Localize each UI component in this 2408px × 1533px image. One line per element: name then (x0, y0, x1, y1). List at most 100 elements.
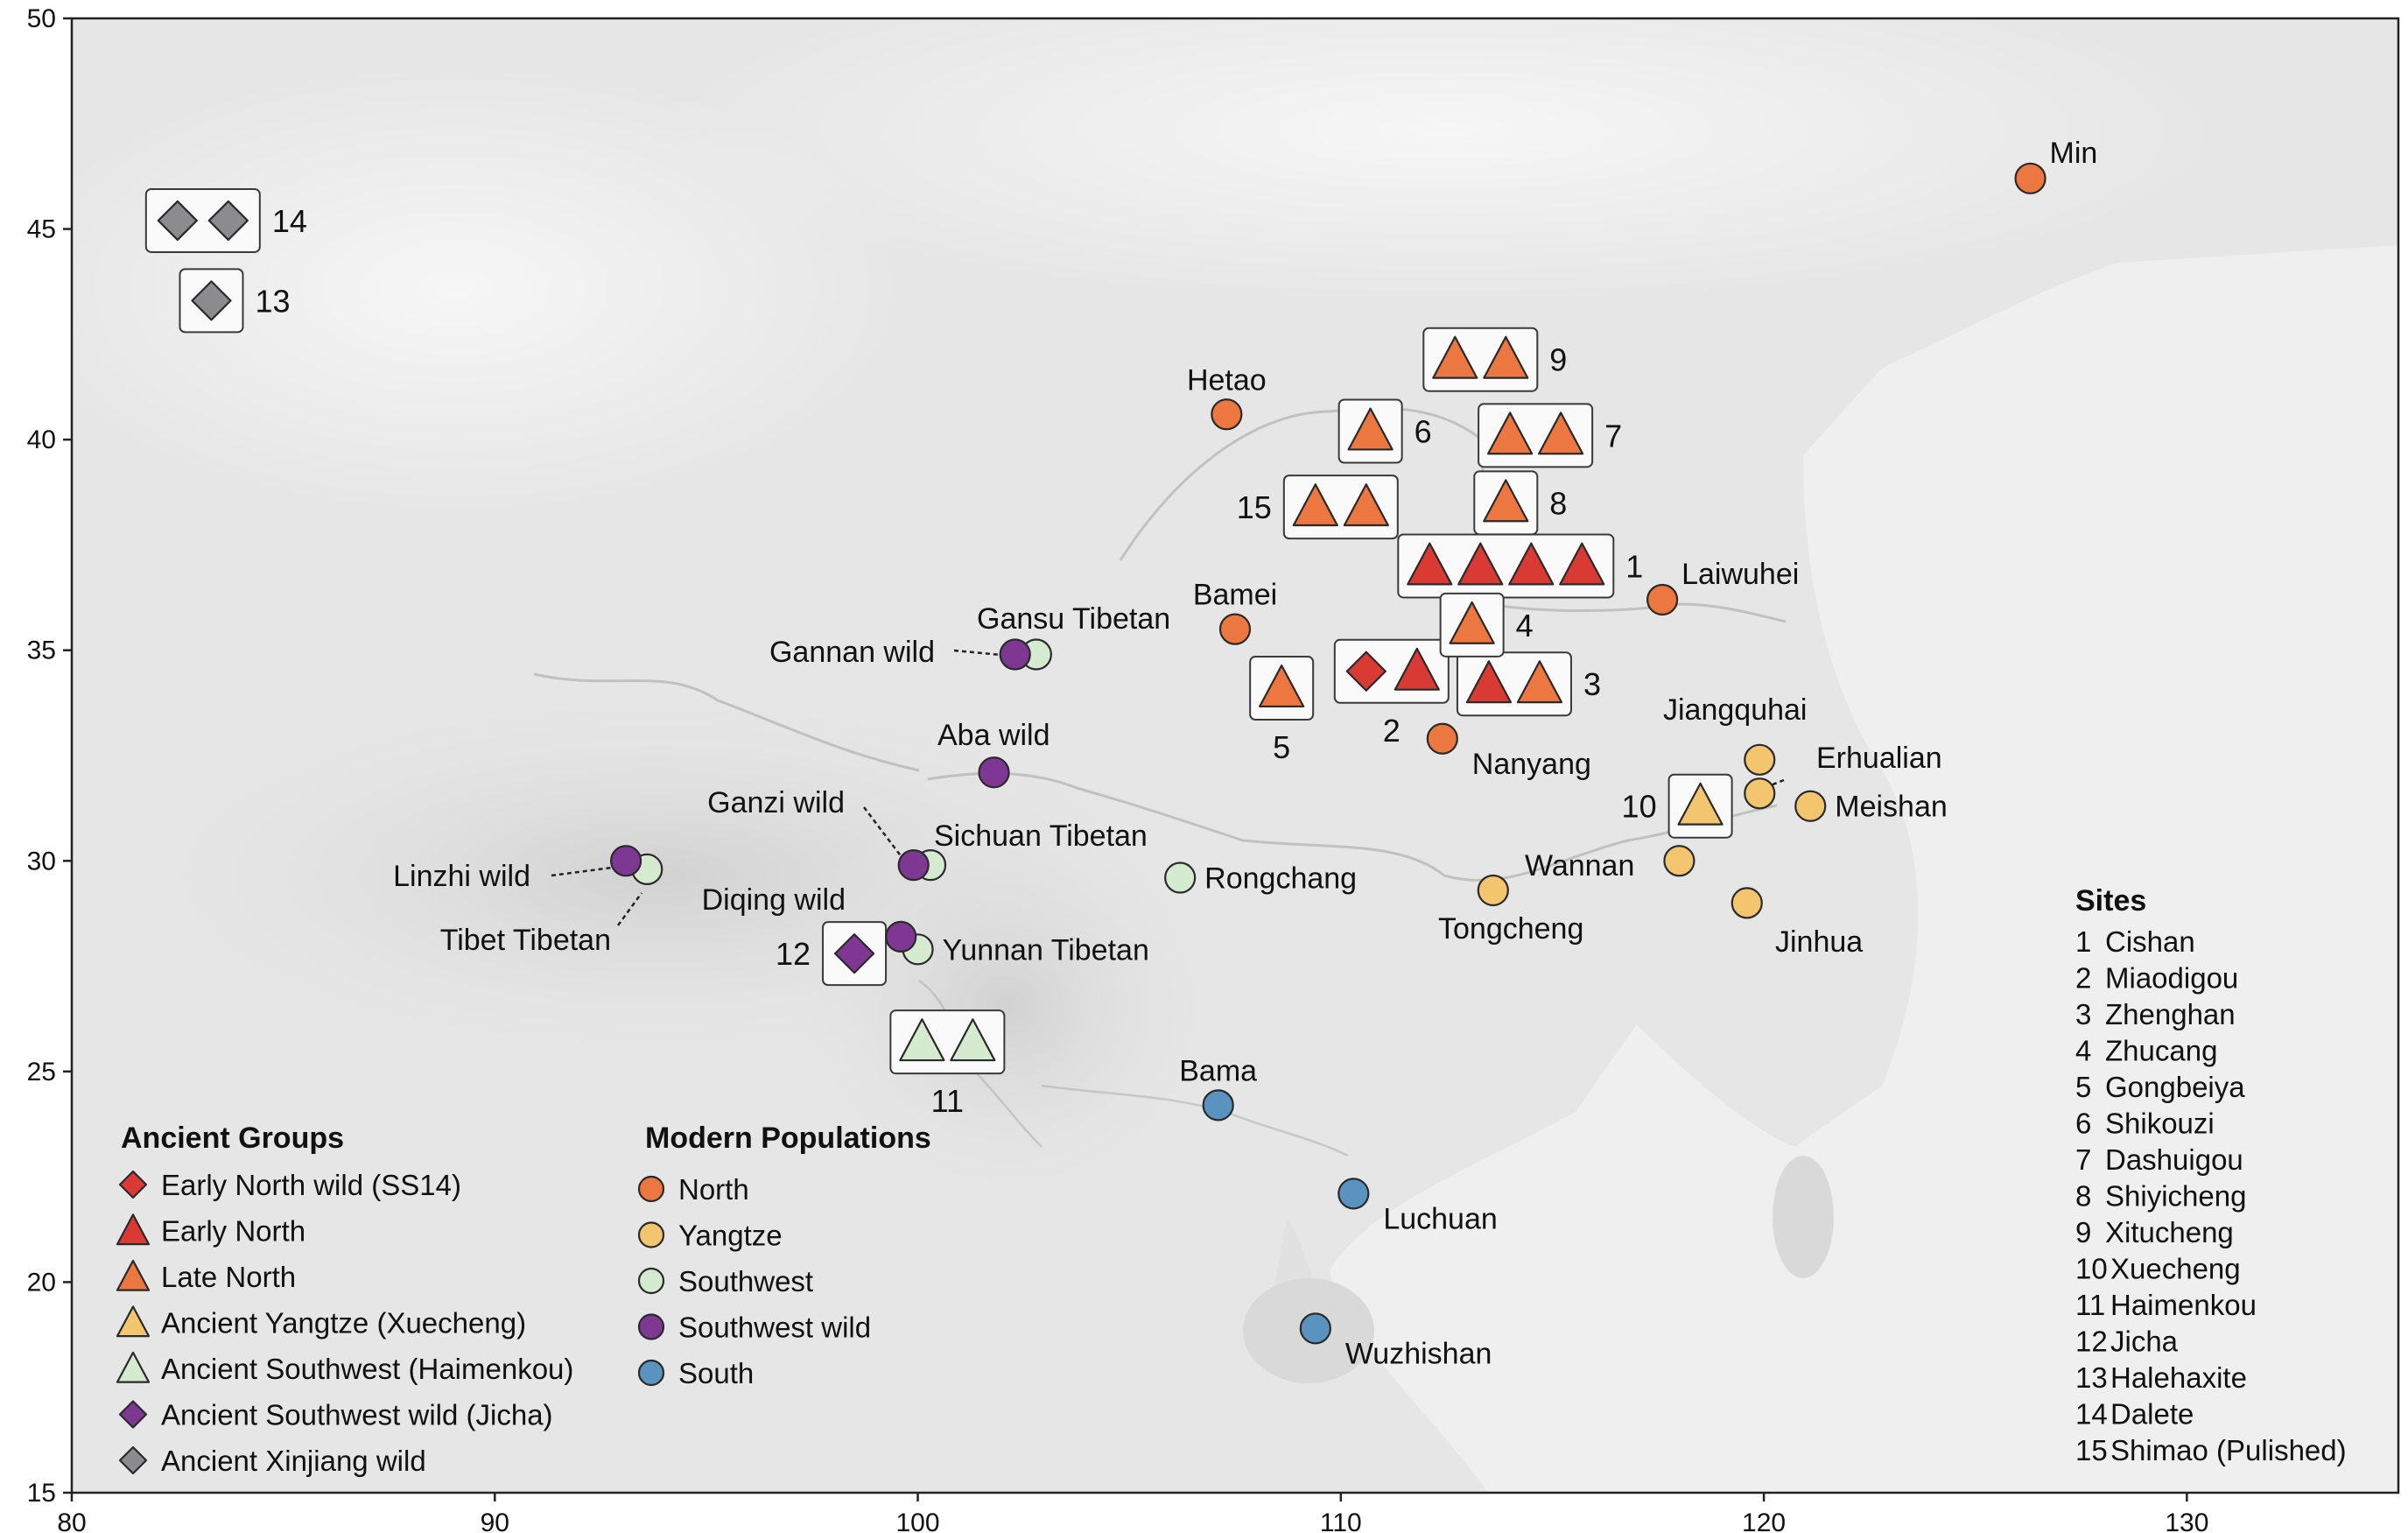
sites-list-number: 7 (2075, 1143, 2091, 1176)
y-tick-label: 40 (27, 425, 56, 454)
leader-erhualian (1766, 778, 1785, 789)
sites-list-name: Xitucheng (2105, 1216, 2234, 1248)
y-tick-label: 30 (27, 847, 56, 875)
sites-list-name: Xuecheng (2110, 1253, 2241, 1285)
terrain-background (72, 18, 2398, 1493)
ancient-site-2: 2 (1333, 638, 1450, 749)
population-label: Nanyang (1472, 748, 1591, 781)
site-number-label: 1 (1625, 548, 1643, 584)
sites-list-item: 3 Zhenghan (2075, 998, 2236, 1030)
legend-ancient-groups: Ancient Groups Early North wild (SS14) Ear… (116, 1122, 573, 1477)
x-tick-label: 90 (481, 1508, 509, 1533)
ancient-site-8: 8 (1473, 470, 1567, 536)
population-label: Laiwuhei (1681, 558, 1799, 591)
site-marker-diamond (191, 280, 232, 321)
modern-pop-wannan: Wannan (1525, 845, 1695, 883)
modern-pop-meishan: Meishan (1794, 790, 1948, 824)
site-marker-triangle (1259, 665, 1305, 708)
population-marker-circle (1299, 1312, 1331, 1345)
sites-list-number: 9 (2075, 1216, 2091, 1248)
sites-list-item: 8 Shiyicheng (2075, 1180, 2246, 1213)
legend-ancient-label: Early North wild (SS14) (161, 1169, 461, 1201)
modern-pop-jiangquhai: Jiangquhai (1663, 693, 1807, 776)
leader-ganzi-wild (863, 806, 909, 866)
site-marker-triangle (1465, 660, 1513, 704)
legend-ancient-item: Early North (116, 1213, 305, 1248)
legend-ancient-label: Ancient Xinjiang wild (161, 1445, 426, 1477)
population-marker-circle (978, 756, 1010, 789)
legend-sites-list: Sites 1 Cishan 2 Miaodigou 3 Zhenghan 4 Zhucang 5… (2075, 884, 2347, 1466)
legend-swatch-circle (637, 1221, 665, 1248)
sites-list-item: 9 Xitucheng (2075, 1216, 2234, 1248)
legend-ancient-item: Ancient Yangtze (Xuecheng) (116, 1305, 526, 1340)
sites-list-name: Halehaxite (2110, 1361, 2247, 1394)
sites-list-number: 12 (2075, 1326, 2108, 1358)
sites-list-number: 2 (2075, 962, 2091, 995)
sites-list-name: Cishan (2105, 925, 2195, 958)
legend-modern-populations: Modern Populations North Yangtze Southwest S… (637, 1122, 931, 1389)
modern-pop-bama: Bama (1179, 1054, 1257, 1122)
legend-ancient-item: Ancient Xinjiang wild (118, 1445, 426, 1477)
population-label: Hetao (1187, 363, 1267, 397)
modern-pop-aba-wild: Aba wild (937, 719, 1050, 789)
modern-pop-gansu-tibetan: Gansu Tibetan (977, 602, 1170, 671)
modern-pop-gannan-wild: Gannan wild (769, 636, 1031, 671)
population-label: Luchuan (1383, 1202, 1497, 1235)
legend-swatch-circle (637, 1313, 665, 1340)
site-marker-diamond (1345, 650, 1387, 692)
sites-list-number: 1 (2075, 925, 2091, 958)
site-marker-diamond (157, 200, 198, 242)
legend-swatch-diamond (118, 1170, 148, 1199)
population-label: Min (2050, 137, 2098, 170)
sites-list-name: Gongbeiya (2105, 1071, 2245, 1103)
population-marker-circle (1477, 874, 1509, 907)
site-marker-triangle (1483, 335, 1529, 379)
site-marker-triangle (950, 1018, 996, 1062)
modern-pop-nanyang: Nanyang (1426, 722, 1591, 781)
sites-list-name: Zhenghan (2105, 998, 2236, 1030)
site-number-label: 11 (931, 1083, 964, 1119)
population-marker-circle (1337, 1178, 1370, 1210)
site-number-label: 10 (1622, 789, 1657, 825)
y-tick-label: 45 (27, 215, 56, 244)
legend-ancient-item: Early North wild (SS14) (118, 1169, 461, 1201)
sites-list-number: 4 (2075, 1035, 2091, 1067)
plot-frame (70, 17, 2400, 1494)
legend-swatch-diamond (118, 1445, 148, 1475)
population-label: Meishan (1835, 791, 1948, 824)
sites-list-number: 13 (2075, 1361, 2108, 1394)
site-number-label: 13 (255, 283, 290, 319)
site-box (1422, 327, 1539, 392)
legend-modern-label: North (678, 1173, 749, 1206)
x-tick-label: 100 (896, 1508, 940, 1533)
legend-modern-item: Southwest wild (637, 1311, 871, 1344)
legend-ancient-title: Ancient Groups (121, 1122, 344, 1155)
sites-list-name: Dashuigou (2105, 1143, 2243, 1176)
population-label: Rongchang (1204, 862, 1357, 896)
modern-pop-tongcheng: Tongcheng (1438, 874, 1583, 946)
site-number-label: 2 (1383, 713, 1401, 749)
site-marker-triangle (1292, 483, 1338, 527)
sites-list-item: 11 Haimenkou (2075, 1289, 2257, 1321)
legend-ancient-item: Ancient Southwest wild (Jicha) (118, 1399, 553, 1431)
y-tick-label: 15 (27, 1479, 56, 1508)
modern-pop-jinhua: Jinhua (1731, 887, 1863, 959)
legend-swatch-triangle (116, 1351, 151, 1383)
sites-list-item: 1 Cishan (2075, 925, 2195, 958)
population-label: Bama (1179, 1054, 1257, 1087)
modern-pop-bamei: Bamei (1193, 579, 1277, 645)
site-marker-triangle (899, 1018, 945, 1062)
population-label: Wuzhishan (1345, 1337, 1492, 1370)
sites-list-number: 6 (2075, 1108, 2091, 1140)
modern-populations-layer: Min Hetao Bamei Laiwuhei Nanyang Jiangquhai Er… (393, 137, 2097, 1371)
modern-pop-laiwuhei: Laiwuhei (1646, 558, 1799, 616)
legend-swatch-triangle (116, 1305, 151, 1338)
leader-lines (551, 649, 1785, 926)
sites-list-name: Shiyicheng (2105, 1180, 2246, 1213)
population-label: Ganzi wild (707, 786, 845, 819)
population-label: Diqing wild (702, 883, 846, 917)
y-tick-label: 20 (27, 1268, 56, 1297)
ancient-site-13: 13 (179, 268, 291, 334)
population-marker-circle (885, 920, 917, 953)
